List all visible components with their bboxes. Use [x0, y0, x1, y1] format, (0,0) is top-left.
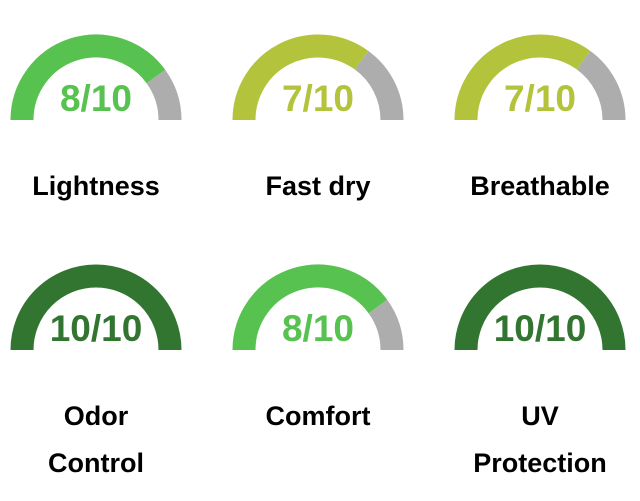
- gauge-score: 7/10: [503, 78, 576, 119]
- gauge-label: Comfort: [207, 393, 429, 440]
- gauge-breathable: 7/10 Breathable: [429, 0, 640, 250]
- gauge-lightness: 8/10 Lightness: [0, 0, 207, 250]
- gauge-arc: [232, 264, 404, 351]
- gauge-fill: [454, 34, 591, 121]
- gauge-arc: [10, 34, 182, 121]
- gauge-track: [354, 50, 404, 121]
- gauge-arc: [454, 34, 626, 121]
- gauge-fast-dry: 7/10 Fast dry: [207, 0, 429, 250]
- gauge-track: [576, 50, 626, 121]
- gauge-odor-control: 10/10 Odor Control: [0, 230, 207, 480]
- gauge-label-line: Odor: [63, 401, 129, 431]
- gauge-label-line: Control: [48, 448, 144, 478]
- gauge-label-line: Comfort: [265, 401, 371, 431]
- gauge-label-line: Fast dry: [265, 171, 371, 201]
- gauge-comfort: 8/10 Comfort: [207, 230, 429, 480]
- gauge-uv-protection: 10/10 UV Protection: [429, 230, 640, 480]
- gauge-track: [368, 299, 404, 351]
- gauge-score: 8/10: [281, 308, 354, 349]
- gauge-fill: [10, 264, 182, 351]
- gauge-label-line: Protection: [473, 448, 607, 478]
- gauge-score: 8/10: [59, 78, 132, 119]
- gauge-label: Fast dry: [207, 163, 429, 210]
- gauge-label-line: Breathable: [470, 171, 610, 201]
- gauge-label: Lightness: [0, 163, 207, 210]
- gauge-label: Breathable: [429, 163, 640, 210]
- gauge-fill: [232, 34, 369, 121]
- gauge-label: Odor Control: [0, 393, 207, 487]
- gauge-fill: [232, 264, 388, 351]
- gauge-fill: [454, 264, 626, 351]
- gauge-track: [146, 69, 182, 121]
- gauge-score: 10/10: [49, 308, 143, 349]
- gauge-arc: [232, 34, 404, 121]
- gauge-fill: [10, 34, 166, 121]
- gauge-score: 10/10: [493, 308, 587, 349]
- gauge-label: UV Protection: [429, 393, 640, 487]
- gauge-arc: [10, 264, 182, 351]
- gauge-label-line: Lightness: [32, 171, 160, 201]
- gauge-label-line: UV: [521, 401, 559, 431]
- gauge-score: 7/10: [281, 78, 354, 119]
- gauge-arc: [454, 264, 626, 351]
